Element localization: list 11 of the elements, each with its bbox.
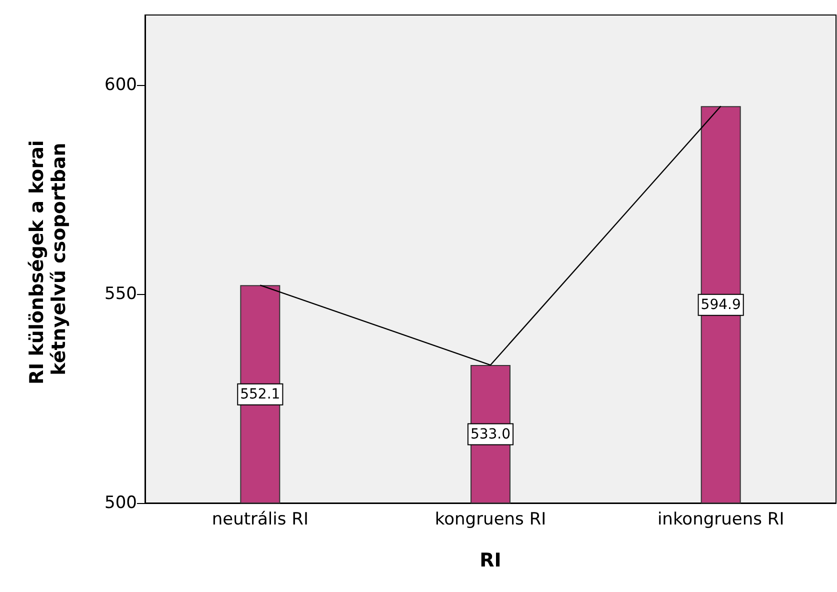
x-tick-label: kongruens RI: [434, 510, 546, 530]
x-axis-title: RI: [480, 550, 502, 572]
y-tick-label: 500: [104, 493, 137, 513]
y-tick-label: 550: [104, 284, 137, 304]
x-tick-label: neutrális RI: [212, 510, 308, 530]
data-label: 533.0: [470, 426, 511, 442]
data-label: 594.9: [700, 296, 741, 313]
y-axis-title: RI különbségek a korai kétnyelvű csoportban: [26, 133, 70, 385]
y-tick-label: 600: [104, 74, 137, 95]
x-tick-label: inkongruens RI: [657, 510, 784, 530]
data-label: 552.1: [240, 386, 280, 402]
